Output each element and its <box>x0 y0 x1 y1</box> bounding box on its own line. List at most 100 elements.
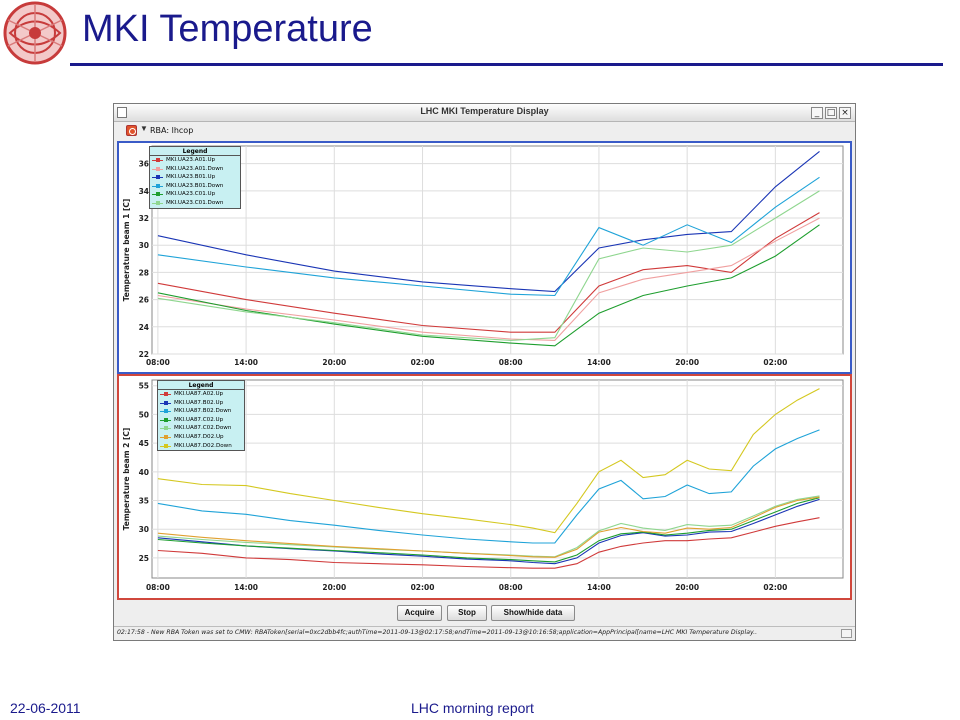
legend-entry: MKI.UA23.B01.Up <box>150 173 240 182</box>
x-tick-label: 20:00 <box>675 583 699 592</box>
x-tick-label: 20:00 <box>322 583 346 592</box>
app-icon <box>117 107 127 118</box>
acquire-button[interactable]: Acquire <box>397 605 442 621</box>
y-tick-label: 25 <box>139 554 149 563</box>
series-line <box>157 495 820 558</box>
y-tick-label: 34 <box>139 187 149 196</box>
y-axis-label: Temperature beam 1 [C] <box>122 199 131 302</box>
y-tick-label: 36 <box>139 160 149 169</box>
legend-label: MKI.UA87.D02.Up <box>174 433 224 440</box>
status-message: 02:17:58 - New RBA Token was set to CMW:… <box>117 629 757 636</box>
legend-marker <box>164 409 168 414</box>
plot-area <box>151 145 844 355</box>
y-tick-label: 26 <box>139 296 149 305</box>
series-line <box>157 217 820 341</box>
beam2-temperature-chart: 08:00 14:00 20:00 02:00 08:00 14:00 20:00 02:00… <box>122 379 844 592</box>
series-line <box>157 212 820 333</box>
slide-title: MKI Temperature <box>82 8 373 50</box>
y-tick-label: 40 <box>139 468 149 477</box>
maximize-button[interactable]: □ <box>825 107 837 119</box>
legend-label: MKI.UA23.A01.Up <box>166 157 216 163</box>
legend-entry: MKI.UA87.D02.Up <box>158 433 244 442</box>
x-tick-label: 08:00 <box>146 358 170 367</box>
x-tick-label: 08:00 <box>499 358 523 367</box>
legend-marker <box>164 434 168 439</box>
close-button[interactable]: × <box>839 107 851 119</box>
legend-title: Legend <box>158 381 244 390</box>
legend-marker <box>156 175 160 180</box>
window-titlebar[interactable]: LHC MKI Temperature Display _ □ × <box>114 104 855 122</box>
legend-label: MKI.UA87.C02.Down <box>174 425 232 432</box>
window-title: LHC MKI Temperature Display <box>420 106 549 116</box>
x-tick-label: 02:00 <box>411 358 435 367</box>
minimize-button[interactable]: _ <box>811 107 823 119</box>
x-tick-label: 02:00 <box>763 358 787 367</box>
series-line <box>157 429 820 544</box>
footer-title: LHC morning report <box>411 700 534 716</box>
y-tick-label: 28 <box>139 268 149 277</box>
button-row: Acquire Stop Show/hide data <box>114 604 855 622</box>
legend-label: MKI.UA23.C01.Down <box>166 199 224 206</box>
beam1-temperature-chart: 08:00 14:00 20:00 02:00 08:00 14:00 20:00 02:00… <box>122 145 844 367</box>
x-tick-label: 14:00 <box>587 358 611 367</box>
status-bar: 02:17:58 - New RBA Token was set to CMW:… <box>114 626 855 640</box>
legend-marker <box>156 200 160 205</box>
chevron-down-icon[interactable]: ▼ <box>140 124 148 133</box>
rba-token-icon[interactable] <box>126 125 137 136</box>
legend-entry: MKI.UA87.D02.Down <box>158 442 244 451</box>
y-tick-label: 24 <box>139 323 149 332</box>
lhc-logo-icon <box>3 1 67 65</box>
y-tick-label: 32 <box>139 214 149 223</box>
legend-entry: MKI.UA23.B01.Down <box>150 182 240 191</box>
legend-entry: MKI.UA23.A01.Down <box>150 165 240 174</box>
legend-label: MKI.UA23.B01.Up <box>166 174 216 181</box>
beam1-legend: Legend MKI.UA23.A01.Up MKI.UA23.A01.Down MK… <box>149 146 241 209</box>
rba-toolbar: ▼ RBA: lhcop <box>114 123 855 140</box>
legend-entry: MKI.UA23.C01.Down <box>150 199 240 208</box>
legend-entry: MKI.UA87.A02.Up <box>158 390 244 399</box>
legend-label: MKI.UA87.B02.Up <box>174 399 224 406</box>
x-tick-label: 02:00 <box>763 583 787 592</box>
x-tick-label: 02:00 <box>411 583 435 592</box>
beam2-legend: Legend MKI.UA87.A02.Up MKI.UA87.B02.Up MKI.… <box>157 380 245 452</box>
legend-label: MKI.UA87.A02.Up <box>174 391 224 397</box>
show-hide-data-button[interactable]: Show/hide data <box>491 605 575 621</box>
legend-label: MKI.UA23.B01.Down <box>166 182 224 189</box>
y-tick-label: 30 <box>139 525 149 534</box>
series-line <box>157 224 820 347</box>
legend-title: Legend <box>150 147 240 156</box>
x-tick-label: 14:00 <box>234 358 258 367</box>
legend-entry: MKI.UA87.B02.Up <box>158 399 244 408</box>
beam2-chart-panel: 08:00 14:00 20:00 02:00 08:00 14:00 20:00 02:00… <box>117 374 852 600</box>
legend-marker <box>164 426 168 431</box>
x-tick-label: 14:00 <box>587 583 611 592</box>
legend-label: MKI.UA87.C02.Up <box>174 416 224 423</box>
series-line <box>157 517 820 569</box>
status-grip-icon[interactable] <box>841 629 852 638</box>
series-line <box>157 150 820 293</box>
legend-marker <box>164 417 168 422</box>
x-tick-label: 08:00 <box>499 583 523 592</box>
beam1-chart-panel: 08:00 14:00 20:00 02:00 08:00 14:00 20:00 02:00… <box>117 141 852 374</box>
series-line <box>157 176 820 297</box>
title-rule <box>70 63 943 66</box>
y-axis-label: Temperature beam 2 [C] <box>122 428 131 531</box>
legend-marker <box>156 183 160 188</box>
series-line <box>157 388 820 534</box>
stop-button[interactable]: Stop <box>447 605 487 621</box>
legend-entry: MKI.UA23.A01.Up <box>150 156 240 165</box>
legend-label: MKI.UA87.B02.Down <box>174 408 232 415</box>
legend-entry: MKI.UA87.C02.Down <box>158 424 244 433</box>
y-tick-label: 35 <box>139 497 149 506</box>
legend-marker <box>164 443 168 448</box>
legend-entry: MKI.UA87.B02.Down <box>158 407 244 416</box>
y-tick-label: 45 <box>139 439 149 448</box>
series-line <box>157 497 820 563</box>
app-window: LHC MKI Temperature Display _ □ × ▼ RBA:… <box>113 103 856 641</box>
x-tick-label: 20:00 <box>675 358 699 367</box>
x-tick-label: 14:00 <box>234 583 258 592</box>
y-tick-label: 30 <box>139 241 149 250</box>
y-tick-label: 50 <box>139 410 149 419</box>
legend-marker <box>156 158 160 162</box>
series-line <box>157 496 820 558</box>
